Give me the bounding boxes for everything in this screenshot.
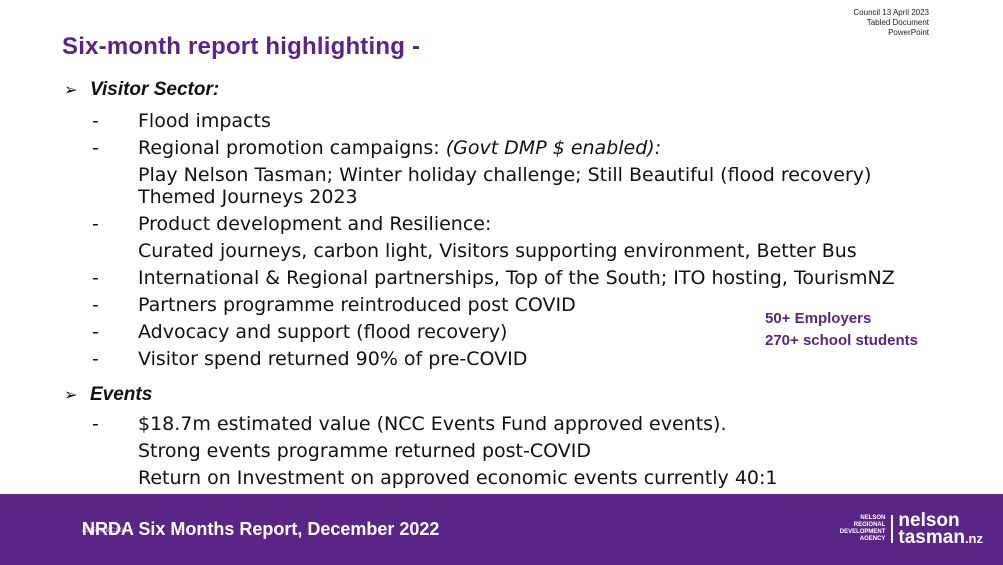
nrda-wordmark-line: DEVELOPMENT <box>839 529 886 535</box>
nrda-wordmark-line: NELSON <box>860 515 886 521</box>
footer-doc-ref: A3157118 C1 02 <box>82 528 127 534</box>
arrow-bullet-icon: ➢ <box>64 82 78 99</box>
item-events-sub2: Return on Investment on approved economi… <box>138 467 778 489</box>
slide-title: Six-month report highlighting - <box>62 33 421 60</box>
dash-bullet: - <box>92 137 99 159</box>
item-promo-note: (Govt DMP $ enabled): <box>445 137 662 159</box>
item-events-sub1: Strong events programme returned post-CO… <box>138 440 591 462</box>
item-promo-sub1: Play Nelson Tasman; Winter holiday chall… <box>138 164 872 186</box>
stamp-line-format: PowerPoint <box>888 28 929 37</box>
item-promo-sub2: Themed Journeys 2023 <box>138 186 358 208</box>
dash-bullet: - <box>92 321 99 343</box>
section-visitor-sector: ➢ Visitor Sector: <box>64 79 219 101</box>
nelson-tasman-logo: NELSON REGIONAL DEVELOPMENT AGENCY nelso… <box>840 509 983 548</box>
logo-word-nelson: nelson <box>898 509 960 531</box>
footer-title: NRDA Six Months Report, December 2022 <box>82 519 440 539</box>
section-heading-events: Events <box>90 384 153 405</box>
section-heading-visitor: Visitor Sector: <box>90 79 220 100</box>
arrow-bullet-icon: ➢ <box>64 387 78 404</box>
item-promo: Regional promotion campaigns: (Govt DMP … <box>138 137 661 159</box>
dash-bullet: - <box>92 213 99 235</box>
dash-bullet: - <box>92 267 99 289</box>
item-promo-label: Regional promotion campaigns: <box>138 137 446 159</box>
item-partners: Partners programme reintroduced post COV… <box>138 294 576 316</box>
dash-bullet: - <box>92 294 99 316</box>
stamp-line-tabled: Tabled Document <box>866 18 929 27</box>
callout-employers: 50+ Employers <box>765 310 872 327</box>
callout-students: 270+ school students <box>765 332 918 349</box>
item-events-value: $18.7m estimated value (NCC Events Fund … <box>138 413 727 435</box>
section-events: ➢ Events <box>64 384 152 406</box>
item-product-sub: Curated journeys, carbon light, Visitors… <box>138 240 857 262</box>
stamp-line-meeting: Council 13 April 2023 <box>853 8 929 17</box>
footer-bar: A3157118 C1 02 NRDA Six Months Report, D… <box>0 494 1003 565</box>
item-spend: Visitor spend returned 90% of pre-COVID <box>138 348 528 370</box>
item-international: International & Regional partnerships, T… <box>138 267 895 289</box>
dash-bullet: - <box>92 110 99 132</box>
item-product: Product development and Resilience: <box>138 213 492 235</box>
item-advocacy: Advocacy and support (flood recovery) <box>138 321 508 343</box>
nrda-wordmark: NELSON REGIONAL DEVELOPMENT AGENCY <box>840 515 894 543</box>
logo-word-tasman: tasman <box>898 526 965 548</box>
dash-bullet: - <box>92 413 99 435</box>
nrda-wordmark-line: AGENCY <box>859 536 886 542</box>
nrda-wordmark-line: REGIONAL <box>853 522 886 528</box>
logo-word-nz: .nz <box>964 530 983 546</box>
item-flood: Flood impacts <box>138 110 271 132</box>
nelson-tasman-wordmark: nelson tasman.nz <box>898 509 983 548</box>
dash-bullet: - <box>92 348 99 370</box>
tabled-document-stamp: Council 13 April 2023 Tabled Document Po… <box>853 8 929 38</box>
